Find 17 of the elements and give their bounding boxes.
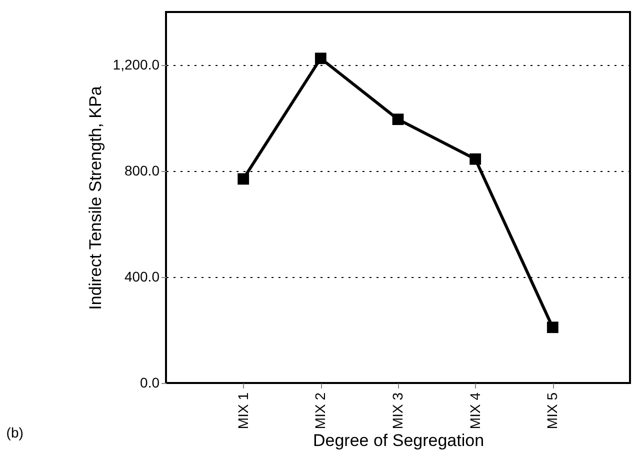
x-tick-label: MIX 5	[544, 392, 560, 430]
point	[314, 52, 326, 64]
point	[238, 173, 250, 185]
y-tick-label: 400.0	[124, 268, 160, 284]
x-tick-label: MIX 2	[312, 392, 328, 430]
x-tick-label: MIX 4	[466, 392, 483, 430]
y-tick-label: 0.0	[140, 374, 160, 390]
y-tick-label: 1,200.0	[112, 56, 160, 72]
text: (b)	[6, 424, 24, 441]
x-axis-title: Degree of Segregation	[312, 431, 484, 450]
x-tick-label: MIX 3	[390, 392, 406, 430]
point	[546, 322, 558, 334]
point	[392, 114, 404, 126]
point	[470, 153, 482, 165]
x-tick-label: MIX 1	[234, 392, 251, 430]
y-tick-label: 800.0	[124, 162, 160, 178]
y-axis-title: Indirect Tensile Strength, KPa	[86, 86, 105, 310]
